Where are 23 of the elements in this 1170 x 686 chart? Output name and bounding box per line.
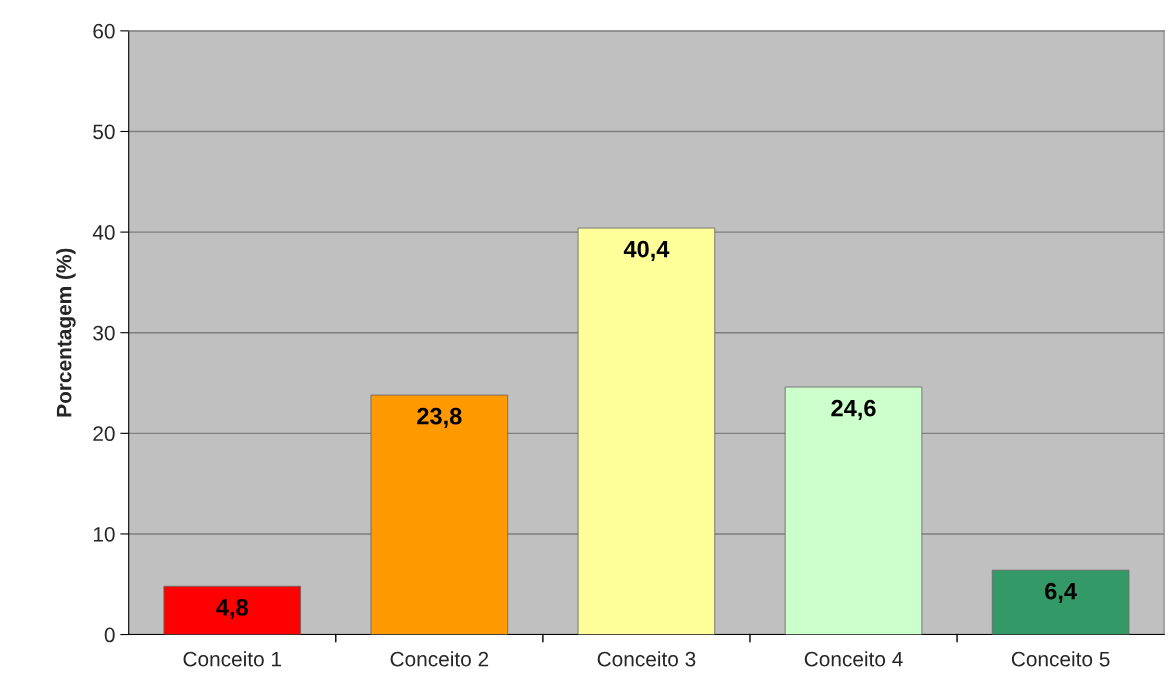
y-tick-label: 20	[93, 426, 115, 442]
data-label: 24,6	[831, 399, 876, 420]
bar	[991, 569, 1130, 635]
data-label: 23,8	[417, 407, 462, 428]
x-tick-label: Conceito 1	[183, 651, 282, 667]
x-tick-label: Conceito 5	[1011, 651, 1110, 667]
data-label: 4,8	[216, 598, 248, 620]
x-tick-label: Conceito 4	[804, 651, 903, 667]
data-label: 40,4	[623, 240, 670, 261]
y-tick-label: 40	[92, 225, 115, 240]
y-tick-label: 0	[104, 627, 115, 643]
bar	[784, 386, 923, 635]
y-tick-label: 50	[93, 124, 115, 140]
bar	[163, 585, 301, 635]
y-tick-label: 30	[93, 325, 115, 341]
bar	[370, 394, 509, 635]
x-tick-label: Conceito 3	[597, 651, 696, 667]
y-axis-title: Porcentagem (%)	[56, 248, 76, 417]
y-tick-label: 60	[93, 23, 115, 39]
data-label: 6,4	[1045, 582, 1077, 603]
y-tick-label: 10	[93, 526, 115, 542]
bar	[577, 227, 716, 635]
x-tick-label: Conceito 2	[390, 651, 489, 667]
